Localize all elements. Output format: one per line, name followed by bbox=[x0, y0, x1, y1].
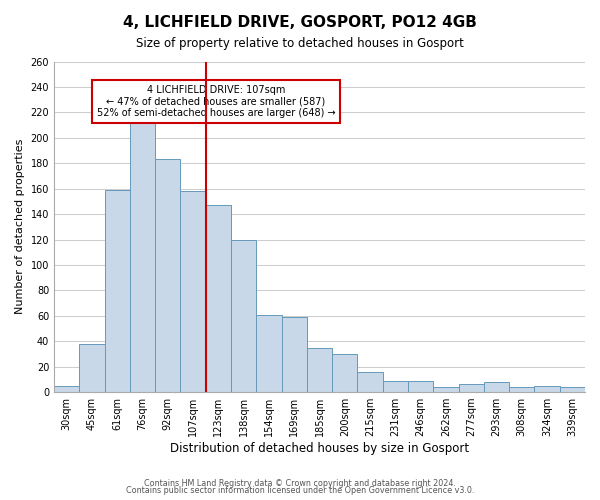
Text: Contains HM Land Registry data © Crown copyright and database right 2024.: Contains HM Land Registry data © Crown c… bbox=[144, 478, 456, 488]
Bar bbox=[206, 205, 231, 392]
Bar bbox=[358, 372, 383, 392]
Bar bbox=[231, 240, 256, 392]
Text: 4, LICHFIELD DRIVE, GOSPORT, PO12 4GB: 4, LICHFIELD DRIVE, GOSPORT, PO12 4GB bbox=[123, 15, 477, 30]
Text: 4 LICHFIELD DRIVE: 107sqm
← 47% of detached houses are smaller (587)
52% of semi: 4 LICHFIELD DRIVE: 107sqm ← 47% of detac… bbox=[97, 84, 335, 118]
Bar bbox=[458, 384, 484, 392]
Bar bbox=[509, 387, 535, 392]
Bar bbox=[383, 380, 408, 392]
Bar bbox=[79, 344, 104, 392]
Bar bbox=[130, 114, 155, 392]
Text: Size of property relative to detached houses in Gosport: Size of property relative to detached ho… bbox=[136, 38, 464, 51]
Bar bbox=[484, 382, 509, 392]
Bar bbox=[104, 190, 130, 392]
Bar bbox=[54, 386, 79, 392]
Bar bbox=[307, 348, 332, 392]
Bar bbox=[560, 387, 585, 392]
Bar bbox=[281, 317, 307, 392]
Bar bbox=[408, 380, 433, 392]
Bar bbox=[181, 191, 206, 392]
Bar bbox=[332, 354, 358, 392]
Bar bbox=[155, 160, 181, 392]
Bar bbox=[433, 387, 458, 392]
X-axis label: Distribution of detached houses by size in Gosport: Distribution of detached houses by size … bbox=[170, 442, 469, 455]
Text: Contains public sector information licensed under the Open Government Licence v3: Contains public sector information licen… bbox=[126, 486, 474, 495]
Bar bbox=[535, 386, 560, 392]
Bar bbox=[256, 314, 281, 392]
Y-axis label: Number of detached properties: Number of detached properties bbox=[15, 139, 25, 314]
